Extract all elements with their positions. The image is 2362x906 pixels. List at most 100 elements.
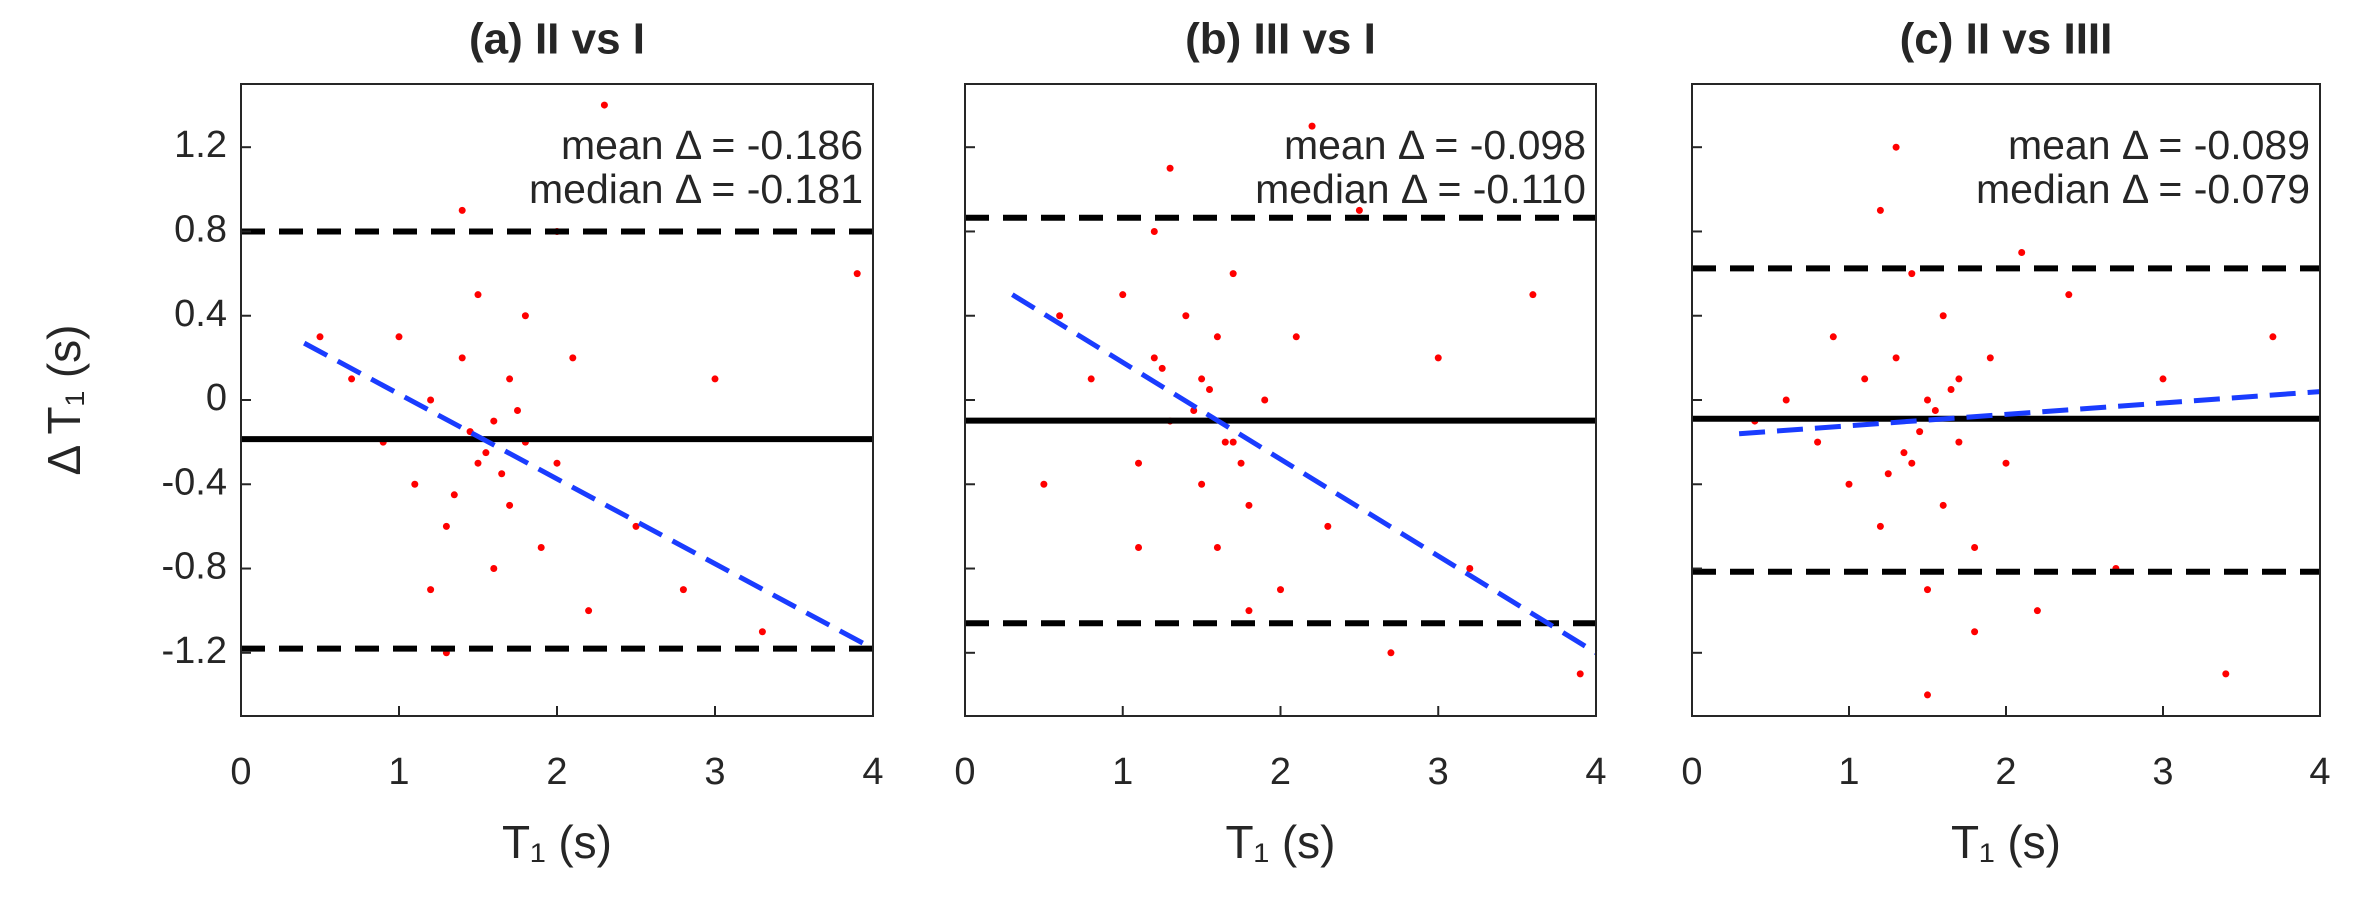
point — [1931, 407, 1939, 415]
point — [1876, 206, 1884, 214]
point — [442, 522, 450, 530]
point — [316, 333, 324, 341]
point — [1782, 396, 1790, 404]
point — [1277, 586, 1284, 594]
point — [474, 459, 482, 467]
x-tick-label: 4 — [2309, 751, 2330, 793]
point — [1908, 270, 1916, 278]
x-tick-label: 4 — [1585, 751, 1606, 793]
annotation: mean Δ = -0.186 — [561, 122, 863, 168]
x-axis-label: T₁ (s) — [502, 816, 612, 868]
x-tick-label: 1 — [388, 751, 409, 793]
point — [427, 586, 435, 594]
point — [853, 270, 861, 278]
x-axis-label: T₁ (s) — [1225, 816, 1335, 868]
point — [537, 543, 545, 551]
point — [458, 354, 466, 362]
point — [1040, 480, 1048, 488]
point — [1986, 354, 1994, 362]
point — [1229, 270, 1237, 278]
x-tick-label: 2 — [1270, 751, 1291, 793]
point — [2159, 375, 2167, 383]
point — [1947, 385, 1955, 393]
y-tick-label: -0.4 — [162, 461, 227, 503]
point — [1955, 375, 1963, 383]
point — [1245, 501, 1253, 509]
point — [1292, 333, 1300, 341]
point — [1261, 396, 1269, 404]
x-tick-label: 2 — [1995, 751, 2016, 793]
point — [1971, 628, 1979, 636]
point — [1924, 586, 1931, 594]
point — [679, 586, 687, 594]
fit-line — [303, 340, 875, 651]
point — [1237, 459, 1245, 467]
point — [1056, 312, 1064, 320]
point — [1229, 438, 1237, 446]
y-tick-label: 1.2 — [174, 124, 227, 166]
point — [1466, 565, 1474, 573]
x-tick-label: 2 — [546, 751, 567, 793]
point — [498, 470, 506, 478]
panel: 0 1 2 3 4 (c) II vs IIII mean Δ = -0.089median… — [1681, 15, 2330, 869]
point — [1387, 649, 1395, 657]
point — [1861, 375, 1869, 383]
point — [1892, 143, 1900, 151]
annotation: mean Δ = -0.089 — [2008, 122, 2310, 168]
point — [711, 375, 719, 383]
point — [1206, 385, 1214, 393]
point — [514, 407, 521, 415]
point — [1955, 438, 1963, 446]
point — [1939, 312, 1947, 320]
point — [2002, 459, 2010, 467]
annotation: median Δ = -0.110 — [1255, 166, 1586, 212]
point — [1892, 354, 1900, 362]
point — [1924, 691, 1931, 699]
point — [585, 607, 593, 615]
point — [758, 628, 766, 636]
panel-title: (a) II vs I — [469, 15, 645, 64]
x-tick-label: 0 — [1681, 751, 1702, 793]
y-tick-label: 0 — [206, 377, 227, 419]
point — [1308, 122, 1316, 130]
point — [1245, 607, 1253, 615]
point — [395, 333, 403, 341]
fit-line — [1011, 292, 1598, 655]
point — [521, 312, 529, 320]
y-tick-label: -0.8 — [162, 546, 227, 588]
x-tick-label: 1 — [1112, 751, 1133, 793]
x-tick-label: 1 — [1838, 751, 1859, 793]
point — [506, 375, 514, 383]
y-tick-label: 0.8 — [174, 208, 227, 250]
x-axis-label: T₁ (s) — [1951, 816, 2061, 868]
point — [1198, 480, 1206, 488]
y-tick-label: 0.4 — [174, 293, 227, 335]
point — [1355, 206, 1363, 214]
point — [1529, 291, 1537, 299]
point — [490, 565, 498, 573]
annotation: median Δ = -0.181 — [529, 166, 863, 212]
point — [1150, 227, 1158, 235]
point — [450, 491, 458, 499]
point — [600, 101, 608, 109]
point — [2018, 249, 2026, 257]
point — [1434, 354, 1442, 362]
point — [1150, 354, 1158, 362]
point — [2065, 291, 2073, 299]
point — [1845, 480, 1853, 488]
point — [1213, 333, 1221, 341]
point — [1324, 522, 1332, 530]
point — [1135, 459, 1143, 467]
x-tick-label: 0 — [230, 751, 251, 793]
point — [1119, 291, 1127, 299]
point — [427, 396, 435, 404]
point — [458, 206, 466, 214]
x-tick-label: 3 — [704, 751, 725, 793]
point — [348, 375, 356, 383]
point — [1900, 449, 1908, 457]
point — [1087, 375, 1095, 383]
point — [2033, 607, 2041, 615]
panel: 0 1 2 3 4 -1.2 -0.8 -0.4 0 0.4 0.8 1.2 (a) II vs I me… — [38, 15, 883, 869]
annotation: mean Δ = -0.098 — [1284, 122, 1586, 168]
